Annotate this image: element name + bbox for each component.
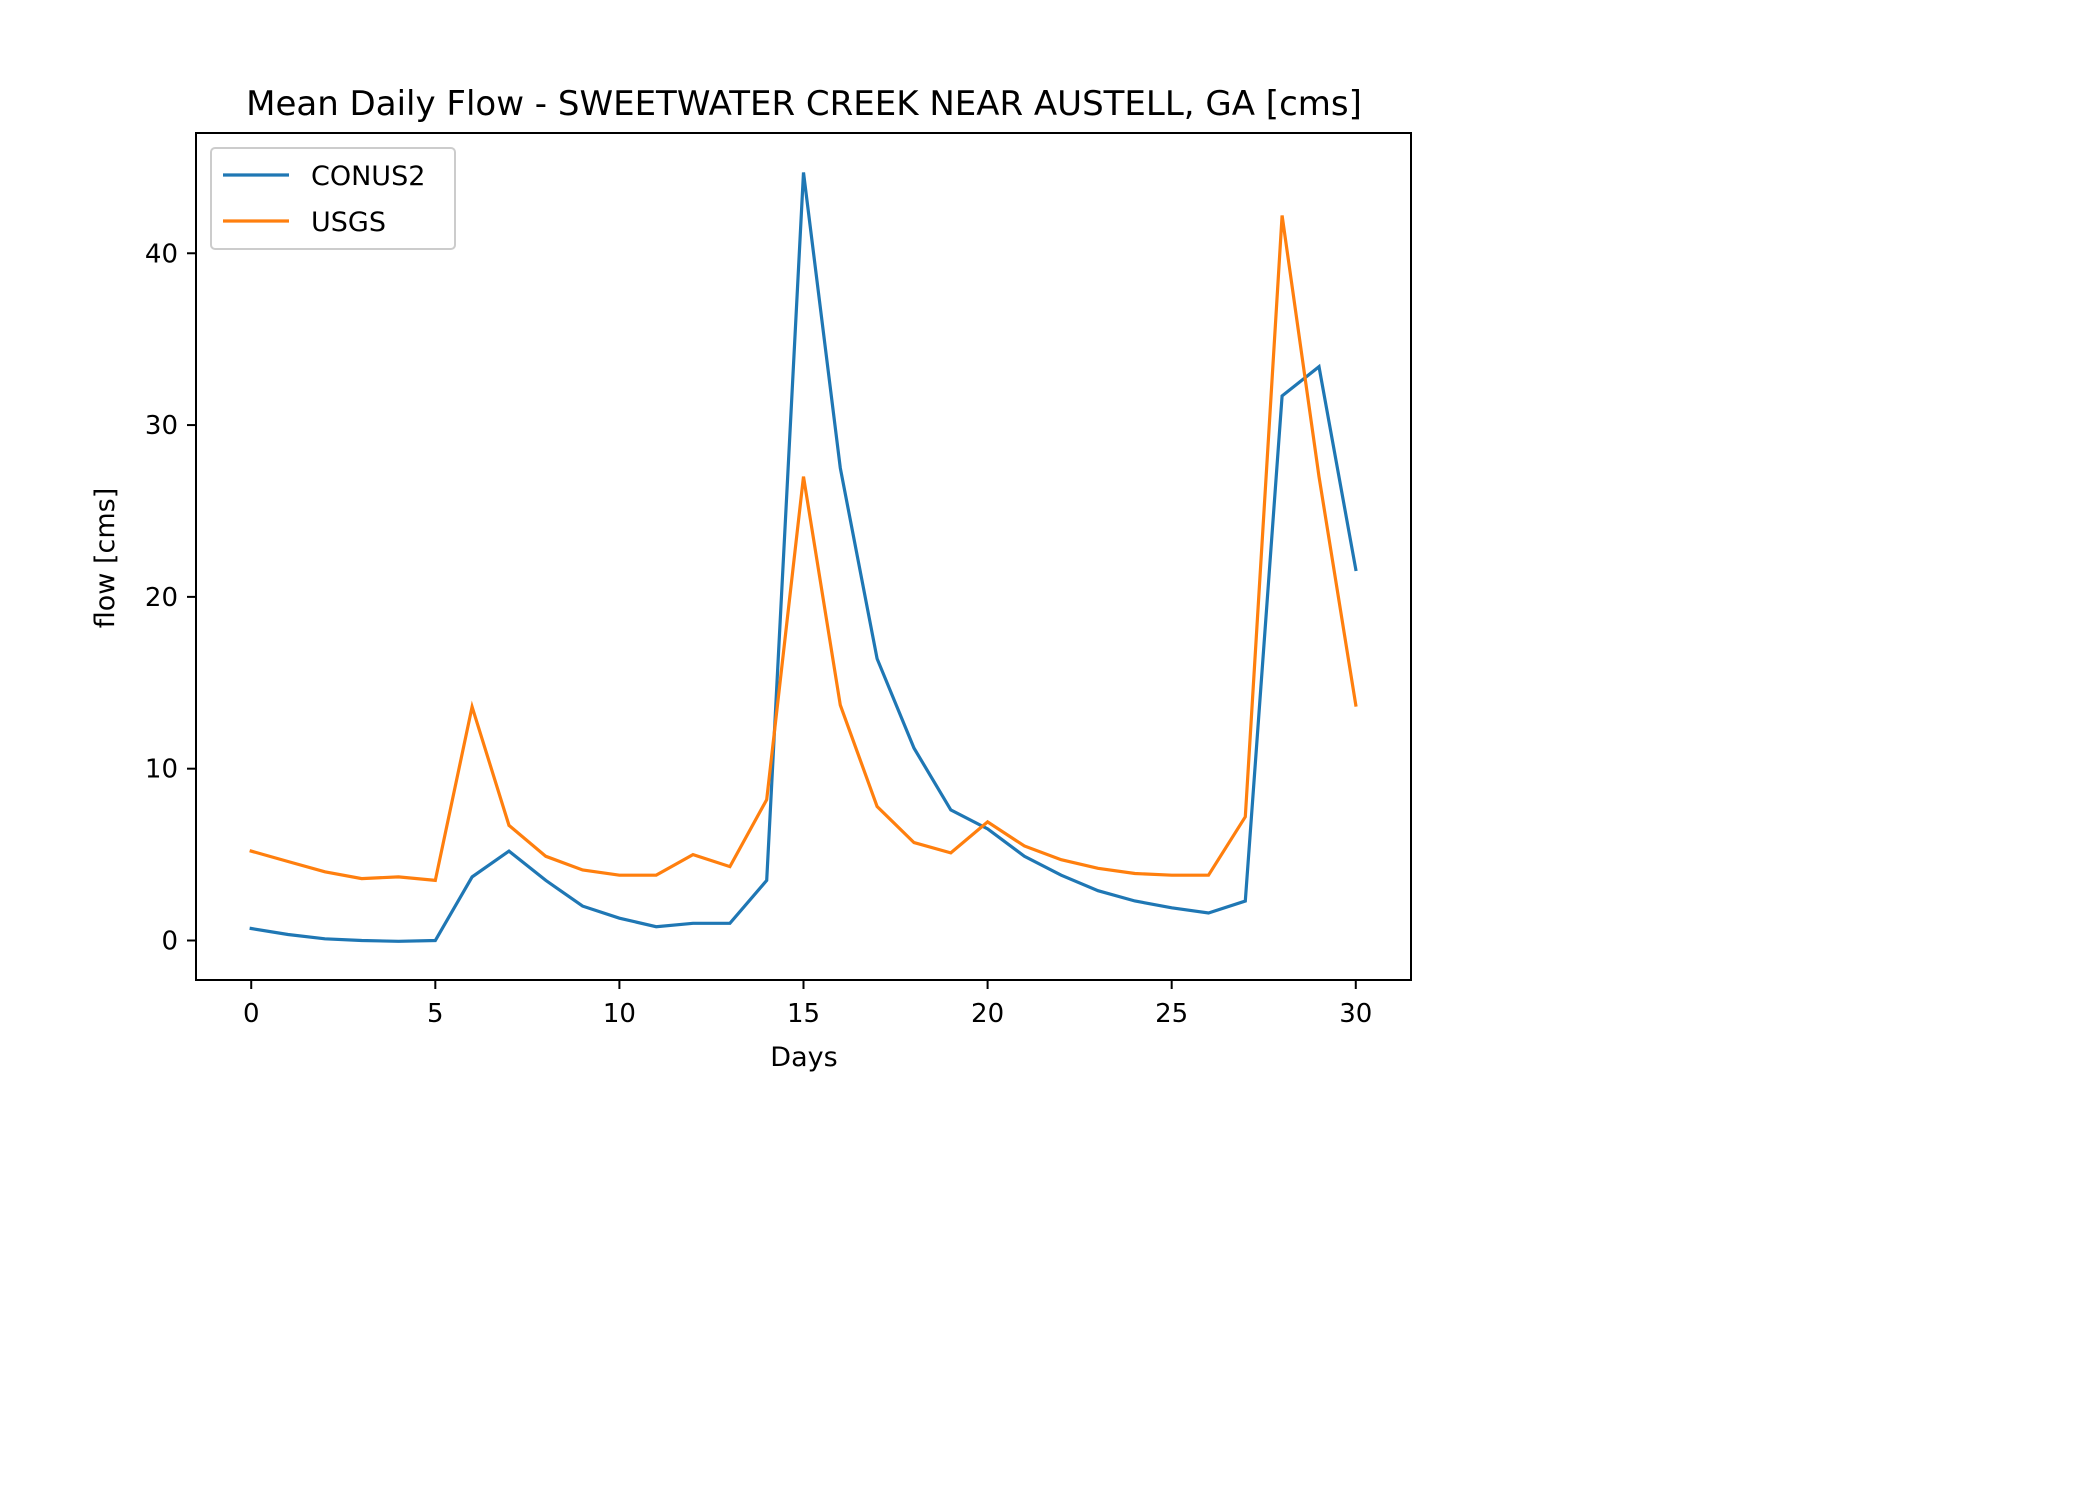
series-line-usgs [249,215,1358,883]
x-tick-label-20: 20 [971,999,1004,1029]
data-point-conus2-24 [1133,899,1137,903]
x-tick-label-0: 0 [243,999,260,1029]
data-point-usgs-3 [360,877,364,881]
data-point-conus2-25 [1170,906,1174,910]
data-point-usgs-9 [581,868,585,872]
x-tick-label-15: 15 [787,999,820,1029]
data-point-usgs-26 [1207,873,1211,877]
data-point-usgs-1 [286,860,290,864]
y-tick-label-0: 0 [161,926,178,956]
y-tick-label-30: 30 [145,411,178,441]
data-point-usgs-2 [323,870,327,874]
data-point-usgs-27 [1243,815,1247,819]
data-point-conus2-5 [433,939,437,943]
data-point-conus2-27 [1243,899,1247,903]
chart: Mean Daily Flow - SWEETWATER CREEK NEAR … [90,84,1412,1073]
data-point-usgs-28 [1280,214,1284,218]
data-point-conus2-6 [470,875,474,879]
data-point-conus2-11 [654,925,658,929]
x-tick-label-10: 10 [603,999,636,1029]
data-point-usgs-19 [949,851,953,855]
legend-label-usgs: USGS [311,207,386,238]
y-tick-label-40: 40 [145,239,178,269]
data-point-usgs-11 [654,873,658,877]
data-point-usgs-12 [691,853,695,857]
data-point-usgs-13 [728,865,732,869]
data-point-usgs-24 [1133,872,1137,876]
x-axis-label: Days [770,1042,837,1073]
legend-label-conus2: CONUS2 [311,161,425,192]
data-point-conus2-8 [544,878,548,882]
y-axis-label: flow [cms] [90,488,121,628]
data-point-conus2-4 [397,939,401,943]
data-point-usgs-22 [1059,858,1063,862]
data-point-usgs-15 [802,475,806,479]
data-point-conus2-17 [875,657,879,661]
line-chart: Mean Daily Flow - SWEETWATER CREEK NEAR … [90,84,1412,1073]
data-point-usgs-23 [1096,866,1100,870]
data-point-conus2-0 [249,927,253,931]
data-point-conus2-9 [581,904,585,908]
data-point-conus2-15 [802,171,806,175]
data-point-usgs-7 [507,823,511,827]
data-point-conus2-28 [1280,394,1284,398]
data-point-usgs-16 [838,703,842,707]
data-point-usgs-10 [617,873,621,877]
data-point-conus2-3 [360,939,364,943]
data-point-usgs-17 [875,805,879,809]
data-point-conus2-10 [617,916,621,920]
data-point-conus2-7 [507,849,511,853]
plot-frame [195,132,1412,981]
data-point-usgs-4 [397,875,401,879]
legend-box [210,147,456,250]
x-tick-label-30: 30 [1339,999,1372,1029]
data-point-conus2-30 [1354,567,1358,571]
data-point-usgs-29 [1317,475,1321,479]
data-point-conus2-20 [986,827,990,831]
data-point-usgs-0 [249,849,253,853]
data-point-usgs-5 [433,878,437,882]
data-point-conus2-16 [838,466,842,470]
data-point-conus2-13 [728,921,732,925]
data-point-usgs-6 [470,705,474,709]
data-point-usgs-8 [544,854,548,858]
x-tick-label-5: 5 [427,999,444,1029]
series-line-conus2 [249,172,1358,943]
data-point-conus2-18 [912,746,916,750]
data-point-usgs-14 [765,798,769,802]
data-point-usgs-21 [1022,844,1026,848]
data-point-usgs-20 [986,820,990,824]
y-tick-label-10: 10 [145,755,178,785]
data-point-conus2-21 [1022,854,1026,858]
data-point-conus2-1 [286,933,290,937]
data-point-conus2-12 [691,921,695,925]
data-point-conus2-2 [323,937,327,941]
y-tick-label-20: 20 [145,583,178,613]
data-point-conus2-19 [949,808,953,812]
x-tick-label-25: 25 [1155,999,1188,1029]
data-point-usgs-25 [1170,873,1174,877]
data-point-conus2-22 [1059,873,1063,877]
data-point-conus2-23 [1096,889,1100,893]
data-point-usgs-30 [1354,703,1358,707]
data-point-conus2-14 [765,878,769,882]
data-point-conus2-29 [1317,365,1321,369]
data-point-usgs-18 [912,841,916,845]
data-point-conus2-26 [1207,911,1211,915]
chart-title: Mean Daily Flow - SWEETWATER CREEK NEAR … [246,84,1362,124]
